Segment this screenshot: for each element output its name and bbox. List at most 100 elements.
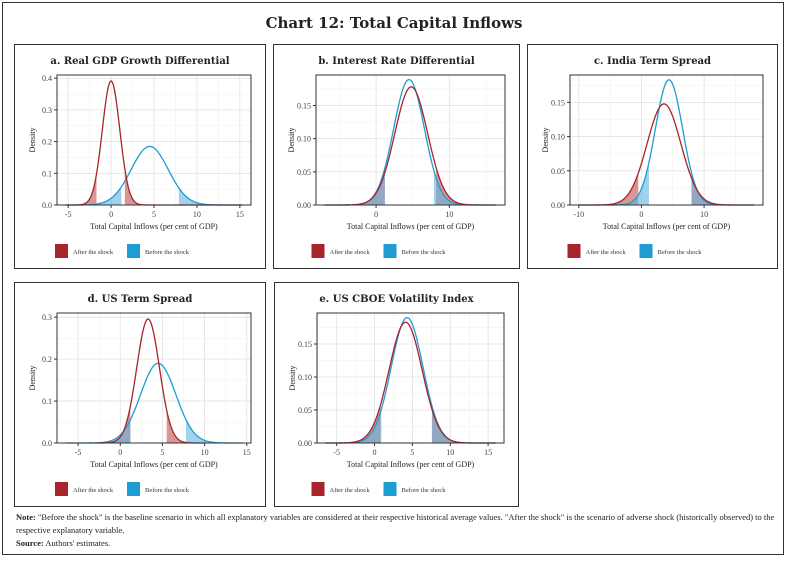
right-tail-shade-before	[186, 419, 243, 443]
y-tick-label: 0.10	[551, 133, 565, 142]
panel-us-cboe-volatility-index: e. US CBOE Volatility Index -5 0 5 10 15 0.00 0…	[274, 282, 519, 507]
x-tick-label: 10	[446, 448, 454, 457]
density-curve-after	[578, 103, 755, 206]
panel-title: a. Real GDP Growth Differential	[50, 56, 229, 67]
density-curve-before	[325, 316, 496, 444]
y-tick-label: 0.1	[42, 397, 52, 406]
density-curve-after	[324, 86, 497, 206]
right-tail-shade-before	[432, 406, 496, 443]
left-tail-shade-before	[65, 419, 131, 443]
left-tail-shade-after	[65, 174, 97, 205]
chart-svg: d. US Term Spread -5 0 5 10 15 0.0 0.1 0.2 0.3 Tot…	[28, 294, 252, 496]
legend-label-before: Before the shock	[402, 249, 447, 256]
x-tick-label: 0	[109, 210, 113, 219]
x-tick-label: 15	[484, 448, 492, 457]
legend-label-after: After the shock	[73, 487, 114, 494]
y-axis-label: Density	[541, 128, 550, 153]
y-tick-label: 0.05	[551, 167, 565, 176]
y-tick-label: 0.10	[298, 373, 312, 382]
x-tick-label: 5	[410, 448, 414, 457]
note-label: Note:	[16, 512, 36, 522]
source-text: Authors' estimates.	[45, 538, 111, 548]
y-tick-label: 0.05	[297, 168, 311, 177]
x-axis-label: Total Capital Inflows (per cent of GDP)	[90, 222, 218, 231]
legend-swatch-before	[639, 244, 653, 258]
x-tick-label: 0	[374, 210, 378, 219]
y-tick-label: 0.2	[42, 138, 52, 147]
x-tick-label: 10	[700, 210, 708, 219]
y-tick-label: 0.00	[297, 201, 311, 210]
legend-swatch-before	[383, 244, 397, 258]
legend-swatch-after	[311, 482, 325, 496]
x-tick-label: -5	[333, 448, 340, 457]
x-axis-label: Total Capital Inflows (per cent of GDP)	[347, 460, 475, 469]
left-tail-shade-before	[324, 168, 385, 205]
legend-label-before: Before the shock	[145, 249, 190, 256]
x-tick-label: 15	[243, 448, 251, 457]
y-tick-label: 0.15	[298, 340, 312, 349]
source-label: Source:	[16, 538, 44, 548]
legend-label-before: Before the shock	[145, 487, 190, 494]
plot-border	[56, 312, 252, 444]
legend-label-after: After the shock	[73, 249, 114, 256]
y-tick-label: 0.00	[551, 201, 565, 210]
chart-svg: b. Interest Rate Differential 0 10 0.00 0.05…	[287, 56, 506, 258]
legend-label-after: After the shock	[586, 249, 627, 256]
left-tail-shade-before	[325, 409, 382, 443]
density-curve-after	[325, 321, 496, 444]
x-axis-label: Total Capital Inflows (per cent of GDP)	[90, 460, 218, 469]
x-tick-label: 5	[152, 210, 156, 219]
note-text: "Before the shock" is the baseline scena…	[16, 512, 775, 535]
density-curve-before	[65, 362, 243, 444]
panel-interest-rate-differential: b. Interest Rate Differential 0 10 0.00 0.05…	[273, 44, 520, 269]
y-axis-label: Density	[28, 366, 37, 391]
right-tail-shade-before	[178, 188, 243, 205]
x-tick-label: -10	[573, 210, 584, 219]
legend-swatch-after	[55, 482, 68, 496]
panel-india-term-spread: c. India Term Spread -10 0 10 0.00 0.05 0.10 0.…	[527, 44, 778, 269]
legend-label-after: After the shock	[330, 487, 371, 494]
y-tick-label: 0.2	[42, 355, 52, 364]
plot-border	[569, 74, 764, 206]
legend-label-after: After the shock	[330, 249, 371, 256]
plot-border	[315, 74, 506, 206]
panel-title: b. Interest Rate Differential	[318, 56, 475, 67]
panel-us-term-spread: d. US Term Spread -5 0 5 10 15 0.0 0.1 0.2 0.3 Tot…	[14, 282, 266, 507]
panel-title: d. US Term Spread	[88, 294, 193, 305]
x-tick-label: 15	[236, 210, 244, 219]
panel-title: c. India Term Spread	[594, 56, 711, 67]
x-tick-label: 10	[193, 210, 201, 219]
right-tail-shade-after	[166, 410, 205, 443]
panel-real-gdp-growth-differential: a. Real GDP Growth Differential -5 0 5 10 15 0…	[14, 44, 266, 269]
legend-swatch-before	[127, 482, 140, 496]
left-tail-shade-after	[578, 173, 639, 205]
x-tick-label: 0	[118, 448, 122, 457]
left-tail-shade-before	[578, 162, 649, 205]
y-axis-label: Density	[28, 128, 37, 153]
chart-svg: e. US CBOE Volatility Index -5 0 5 10 15 0.00 0…	[288, 294, 505, 496]
y-tick-label: 0.3	[42, 106, 52, 115]
x-tick-label: 10	[445, 210, 453, 219]
x-tick-label: -5	[65, 210, 72, 219]
y-tick-label: 0.00	[298, 439, 312, 448]
y-tick-label: 0.15	[297, 102, 311, 111]
main-title: Chart 12: Total Capital Inflows	[265, 14, 523, 32]
y-tick-label: 0.3	[42, 313, 52, 322]
density-curve-before	[578, 79, 755, 206]
note: Note: "Before the shock" is the baseline…	[16, 511, 776, 550]
y-tick-label: 0.4	[42, 74, 52, 83]
x-tick-label: 0	[373, 448, 377, 457]
legend-swatch-before	[127, 244, 140, 258]
plot-border	[316, 312, 505, 444]
right-tail-shade-before	[433, 170, 497, 205]
y-axis-label: Density	[288, 366, 297, 391]
x-tick-label: 0	[639, 210, 643, 219]
y-tick-label: 0.0	[42, 439, 52, 448]
chart-frame	[2, 2, 784, 555]
legend-label-before: Before the shock	[402, 487, 447, 494]
x-axis-label: Total Capital Inflows (per cent of GDP)	[347, 222, 475, 231]
legend-swatch-after	[55, 244, 68, 258]
legend-swatch-before	[383, 482, 397, 496]
y-axis-label: Density	[287, 128, 296, 153]
legend-label-before: Before the shock	[658, 249, 703, 256]
